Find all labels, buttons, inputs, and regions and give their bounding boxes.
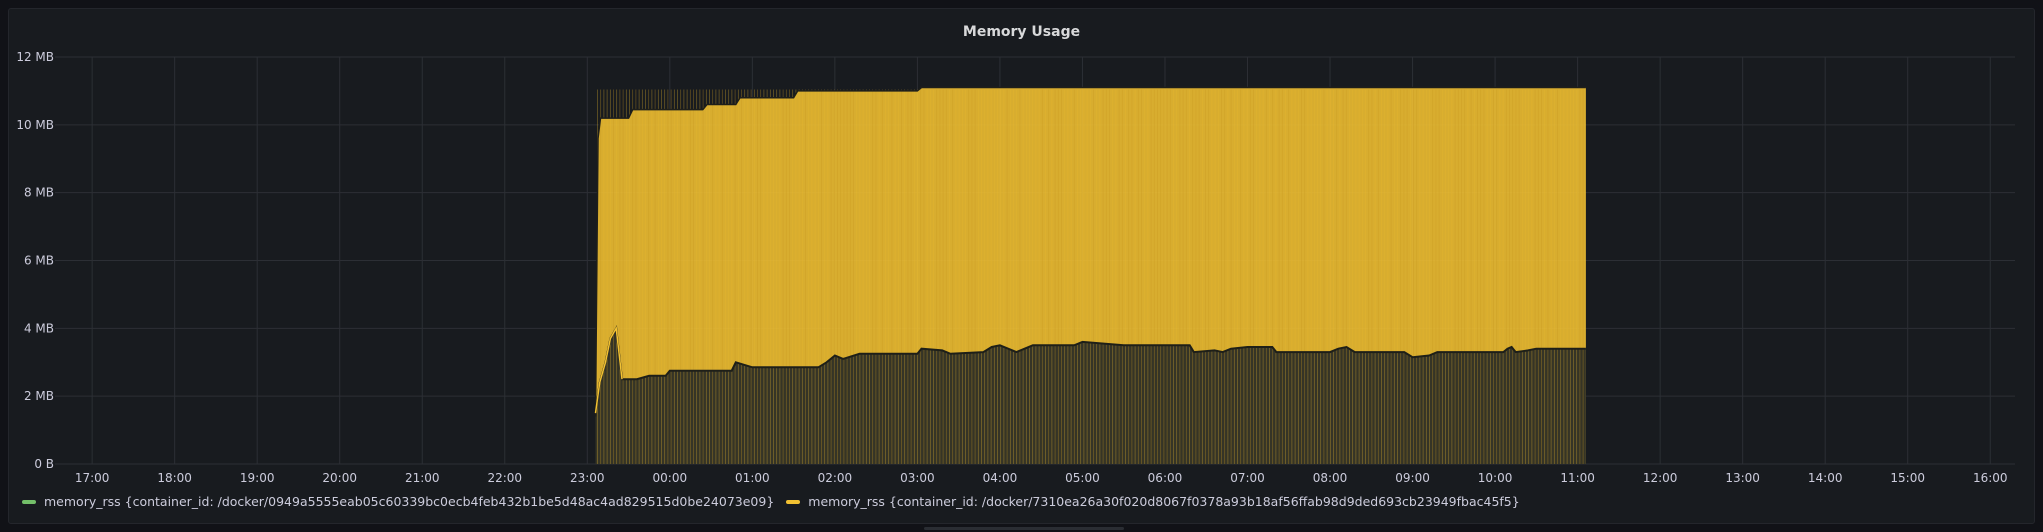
series-oscillation-hatch	[597, 89, 1584, 464]
x-tick-label: 10:00	[1478, 471, 1513, 485]
y-tick-label: 2 MB	[24, 389, 54, 403]
panel-resize-handle[interactable]	[924, 527, 1124, 530]
series-yellow-line[interactable]	[594, 86, 1586, 417]
chart-legend: memory_rss {container_id: /docker/0949a5…	[22, 494, 1532, 509]
x-tick-label: 06:00	[1148, 471, 1183, 485]
x-tick-label: 00:00	[653, 471, 688, 485]
series-start-spike	[594, 325, 623, 414]
x-tick-label: 16:00	[1973, 471, 2008, 485]
x-tick-label: 11:00	[1560, 471, 1595, 485]
x-tick-label: 14:00	[1808, 471, 1843, 485]
legend-item-series-2[interactable]: memory_rss {container_id: /docker/7310ea…	[786, 494, 1520, 509]
legend-swatch-yellow	[786, 499, 801, 504]
series-green-line[interactable]	[594, 325, 1586, 414]
x-tick-label: 05:00	[1065, 471, 1100, 485]
y-tick-label: 8 MB	[24, 186, 54, 200]
legend-swatch-green	[22, 499, 36, 504]
y-tick-label: 12 MB	[16, 50, 54, 64]
series-green-area[interactable]	[595, 328, 1586, 464]
x-tick-label: 07:00	[1230, 471, 1265, 485]
y-tick-label: 4 MB	[24, 321, 54, 335]
x-tick-label: 21:00	[405, 471, 440, 485]
y-tick-label: 6 MB	[24, 254, 54, 268]
x-tick-label: 20:00	[322, 471, 357, 485]
x-tick-label: 17:00	[75, 471, 110, 485]
x-tick-label: 22:00	[487, 471, 522, 485]
x-tick-label: 12:00	[1643, 471, 1678, 485]
x-tick-label: 09:00	[1395, 471, 1430, 485]
x-tick-label: 15:00	[1890, 471, 1925, 485]
chart-series[interactable]	[594, 86, 1586, 465]
x-tick-label: 23:00	[570, 471, 605, 485]
x-tick-label: 03:00	[900, 471, 935, 485]
x-tick-label: 04:00	[983, 471, 1018, 485]
x-tick-label: 13:00	[1725, 471, 1760, 485]
x-tick-label: 01:00	[735, 471, 770, 485]
panel-title[interactable]: Memory Usage	[962, 24, 1081, 40]
y-axis: 0 B 2 MB 4 MB 6 MB 8 MB 10 MB 12 MB	[16, 50, 54, 471]
x-tick-label: 19:00	[240, 471, 275, 485]
y-tick-label: 0 B	[34, 457, 54, 471]
x-tick-label: 02:00	[818, 471, 853, 485]
y-tick-label: 10 MB	[16, 118, 54, 132]
legend-label-series-2: memory_rss {container_id: /docker/7310ea…	[808, 494, 1520, 509]
x-tick-label: 08:00	[1313, 471, 1348, 485]
x-tick-label: 18:00	[157, 471, 192, 485]
legend-label-series-1: memory_rss {container_id: /docker/0949a5…	[44, 494, 775, 509]
legend-item-series-1[interactable]: memory_rss {container_id: /docker/0949a5…	[22, 494, 774, 509]
x-axis: 17:00 18:00 19:00 20:00 21:00 22:00 23:00 00:00…	[75, 471, 2008, 485]
